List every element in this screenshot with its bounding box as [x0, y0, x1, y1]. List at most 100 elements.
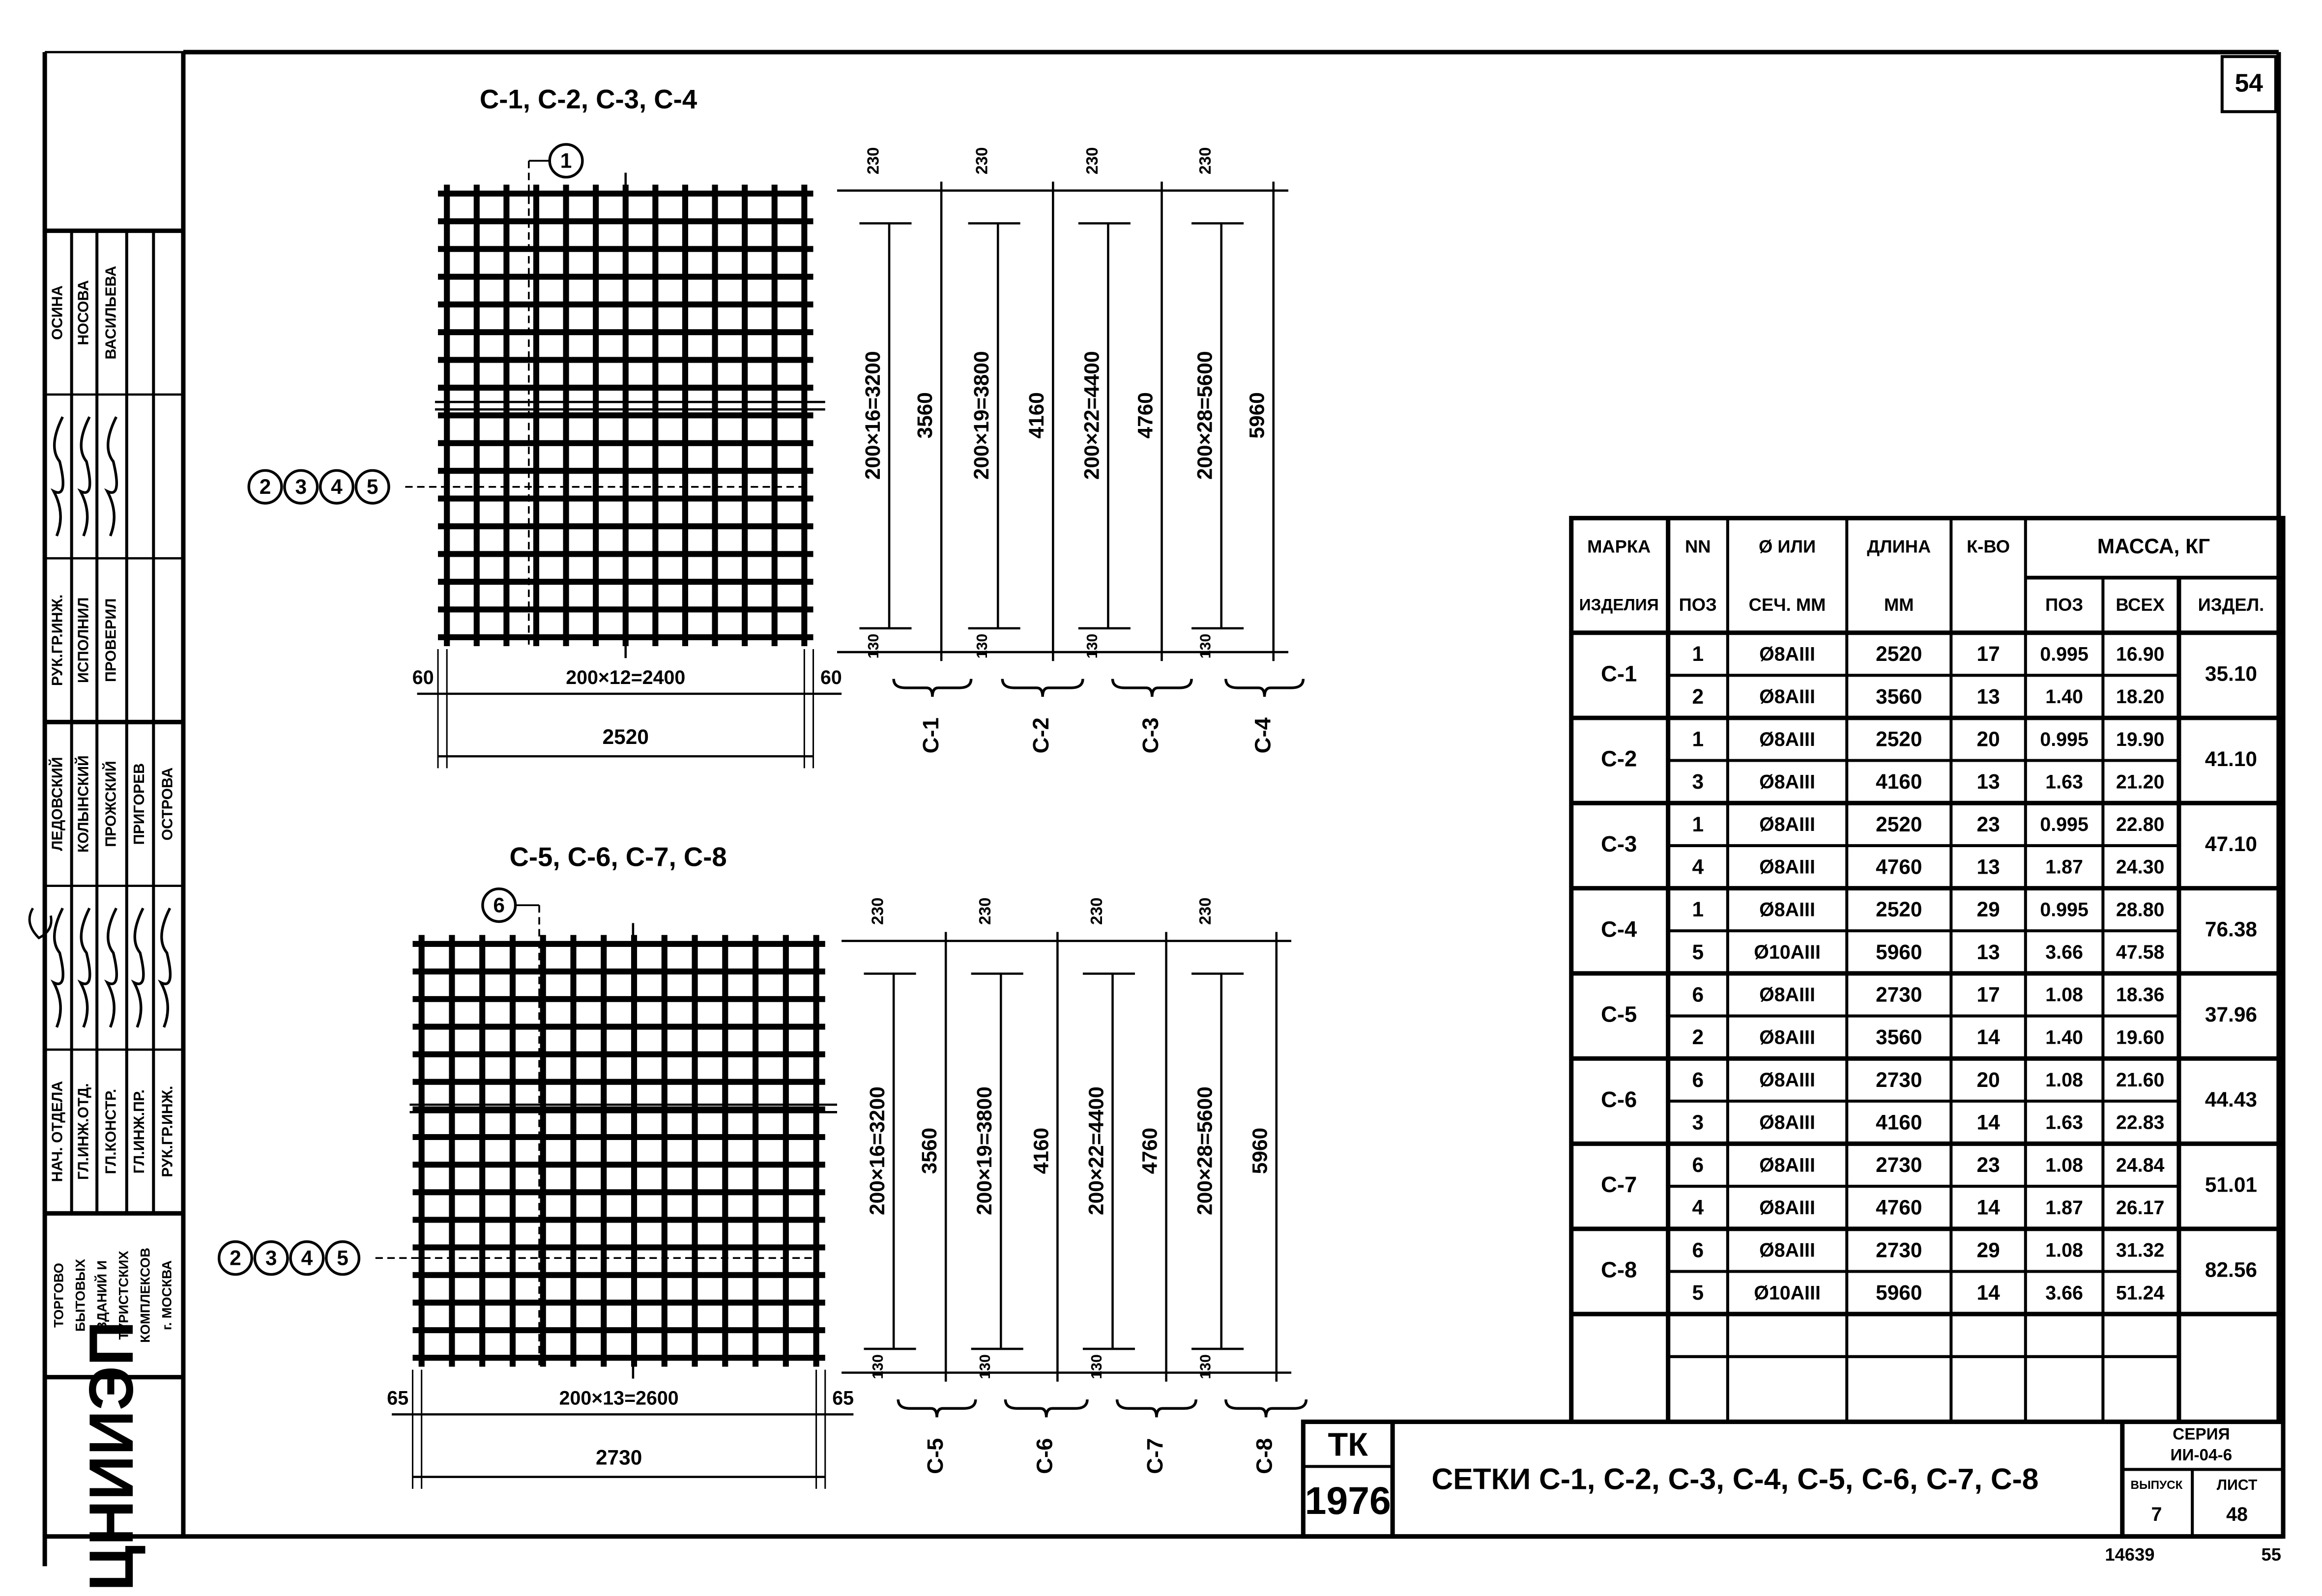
diameter-cell: Ø8АIII: [1759, 1069, 1815, 1091]
diameter-cell: Ø8АIII: [1759, 1240, 1815, 1261]
length-cell: 2730: [1876, 1238, 1922, 1261]
drawing-title: С-1, С-2, С-3, С-4: [480, 84, 697, 114]
stamp-text: НОСОВА: [75, 280, 91, 345]
header-cell: МАРКА: [1587, 537, 1651, 557]
mass-pos-cell: 1.08: [2045, 984, 2083, 1006]
mass-all-cell: 18.20: [2116, 686, 2165, 708]
organization-text: г. МОСКВА: [159, 1260, 174, 1330]
diameter-cell: Ø8АIII: [1759, 643, 1815, 665]
inventory-number: 14639: [2105, 1544, 2154, 1565]
diameter-cell: Ø8АIII: [1759, 1026, 1815, 1048]
length-cell: 4160: [1876, 770, 1922, 793]
diameter-cell: Ø8АIII: [1759, 1154, 1815, 1176]
callout-label: 2: [230, 1246, 241, 1269]
dimension-text: 200×22=4400: [1080, 351, 1103, 480]
mass-item-cell: 47.10: [2205, 832, 2257, 855]
dimension-text: 3560: [918, 1128, 941, 1174]
dimension-text: 200×28=5600: [1193, 1086, 1217, 1215]
pos-cell: 3: [1692, 1111, 1704, 1134]
header-cell: ВСЕХ: [2116, 595, 2165, 615]
dimension-text: 130: [870, 1354, 886, 1379]
grouping-brace: [1004, 1399, 1089, 1418]
callout-label: 5: [367, 475, 378, 498]
dimension-text: 130: [1197, 634, 1214, 659]
header-cell: ИЗДЕЛИЯ: [1579, 596, 1659, 614]
callout-label: 2: [260, 475, 271, 498]
mass-pos-cell: 3.66: [2045, 1282, 2083, 1304]
header-cell: СЕЧ. ММ: [1749, 595, 1826, 615]
callout-circle: [217, 1240, 254, 1276]
drawing-title-main: СЕТКИ С-1, С-2, С-3, С-4, С-5, С-6, С-7,…: [1431, 1462, 2038, 1496]
issue-value: 7: [2151, 1504, 2162, 1525]
length-cell: 4160: [1876, 1111, 1922, 1134]
diameter-cell: Ø8АIII: [1759, 1197, 1815, 1219]
mass-all-cell: 28.80: [2116, 899, 2165, 920]
mesh-drawing-c1-c4: С-1, С-2, С-3, С-4 1 2 3 4 5 60 200×12=2400 60 25…: [247, 84, 1305, 769]
mass-all-cell: 51.24: [2116, 1282, 2165, 1304]
organization-text: ТОРГОВО: [51, 1263, 66, 1328]
dimension-text: 2520: [603, 725, 649, 748]
dimension-text: 60: [412, 667, 434, 688]
qty-cell: 13: [1976, 940, 2000, 964]
callout-circle: [548, 143, 584, 179]
mass-pos-cell: 3.66: [2045, 941, 2083, 963]
mass-pos-cell: 1.08: [2045, 1154, 2083, 1176]
mass-all-cell: 19.90: [2116, 729, 2165, 750]
header-cell: ММ: [1884, 595, 1914, 615]
dimension-text: 130: [866, 634, 882, 659]
mark-label: С-5: [923, 1438, 948, 1474]
mark-label: С-6: [1032, 1438, 1057, 1474]
header-cell: ДЛИНА: [1867, 537, 1931, 557]
qty-cell: 14: [1976, 1111, 2000, 1134]
dimension-text: 130: [1084, 634, 1101, 659]
mark-label: С-4: [1250, 717, 1276, 753]
dimension-text: 200×19=3800: [970, 351, 993, 480]
pos-cell: 5: [1692, 940, 1704, 964]
callout-circle: [247, 469, 283, 505]
pos-cell: 6: [1692, 1238, 1704, 1261]
stamp-text: ОСТРОВА: [160, 768, 176, 841]
drawing-title: С-5, С-6, С-7, С-8: [509, 842, 726, 872]
dimension-text: 5960: [1248, 1128, 1272, 1174]
title-block-border: [1301, 1419, 2286, 1539]
grouping-brace: [1111, 679, 1193, 697]
mark-cell: С-8: [1601, 1257, 1637, 1282]
mass-item-cell: 41.10: [2205, 747, 2257, 770]
mass-pos-cell: 1.08: [2045, 1240, 2083, 1261]
callout-label: 6: [493, 893, 505, 916]
diameter-cell: Ø8АIII: [1759, 686, 1815, 708]
sheet-frame: 5 4 14639 5 5: [42, 50, 2283, 1567]
mark-cell: С-6: [1601, 1087, 1637, 1112]
signature: [158, 907, 172, 1028]
qty-cell: 17: [1976, 642, 2000, 665]
dimension-text: 5960: [1246, 392, 1269, 438]
qty-cell: 23: [1976, 1153, 2000, 1176]
mass-item-cell: 37.96: [2205, 1003, 2257, 1026]
length-cell: 4760: [1876, 855, 1922, 879]
dimension-text: 65: [387, 1387, 408, 1409]
mass-pos-cell: 1.08: [2045, 1069, 2083, 1091]
mass-all-cell: 19.60: [2116, 1026, 2165, 1048]
pos-cell: 6: [1692, 1068, 1704, 1091]
grouping-brace: [1224, 679, 1305, 697]
mark-cell: С-7: [1601, 1172, 1637, 1197]
mass-all-cell: 22.83: [2116, 1112, 2165, 1134]
mass-pos-cell: 1.40: [2045, 1026, 2083, 1048]
dimension-text: 200×12=2400: [566, 667, 685, 688]
pos-cell: 4: [1692, 855, 1704, 879]
stamp-text: НАЧ. ОТДЕЛА: [49, 1081, 65, 1182]
dimension-text: 230: [1088, 897, 1106, 925]
pos-cell: 6: [1692, 1153, 1704, 1176]
signature: [104, 416, 118, 537]
header-cell: ПОЗ: [2045, 595, 2083, 615]
callout-label: 5: [337, 1246, 348, 1269]
mark-label: С-2: [1028, 717, 1053, 753]
qty-cell: 13: [1976, 685, 2000, 708]
diameter-cell: Ø8АIII: [1759, 814, 1815, 835]
length-cell: 2520: [1876, 813, 1922, 836]
mass-pos-cell: 1.40: [2045, 686, 2083, 708]
qty-cell: 17: [1976, 983, 2000, 1006]
pos-cell: 1: [1692, 898, 1704, 921]
dimension-text: 4760: [1138, 1128, 1161, 1174]
